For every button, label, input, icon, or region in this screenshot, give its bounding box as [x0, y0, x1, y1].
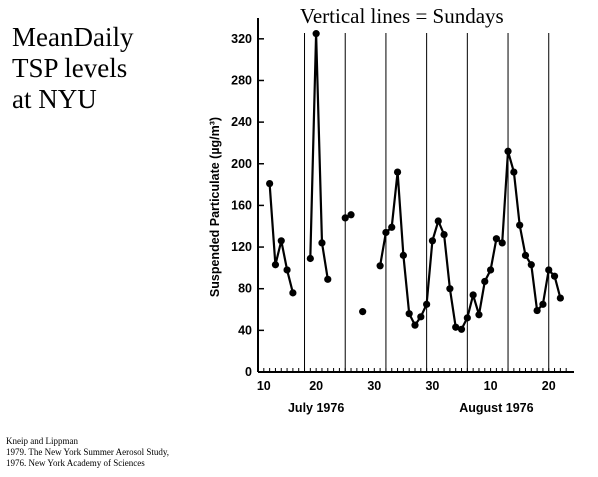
data-point [423, 300, 431, 308]
data-point [463, 314, 471, 322]
data-point [318, 239, 326, 247]
data-point [271, 261, 280, 269]
series-line [309, 33, 329, 280]
data-point [469, 291, 477, 299]
y-tick-label: 240 [231, 115, 252, 129]
y-tick-label: 200 [231, 157, 252, 171]
data-point [359, 308, 367, 316]
data-point [347, 211, 355, 219]
month-label: July 1976 [288, 401, 344, 415]
data-point [388, 223, 396, 231]
data-point [510, 168, 518, 176]
y-tick-label: 280 [231, 73, 252, 87]
data-point [498, 239, 506, 247]
data-point [527, 261, 535, 269]
x-tick-label: 20 [309, 379, 323, 393]
data-point [457, 325, 466, 333]
data-point [341, 214, 349, 222]
data-point [492, 235, 501, 243]
data-point [428, 237, 437, 245]
data-point [312, 30, 320, 38]
title-line-3: at NYU [12, 84, 97, 114]
source-line-2: 1979. The New York Summer Aerosol Study, [6, 447, 170, 457]
plot-area: 0408012016020024028032010203030102030Jul… [208, 18, 574, 415]
data-point [411, 321, 419, 329]
x-tick-label: 30 [367, 379, 381, 393]
data-point [516, 221, 524, 229]
source-line-3: 1976. New York Academy of Sciences [6, 458, 145, 468]
y-tick-label: 40 [238, 323, 252, 337]
data-point [556, 294, 564, 302]
data-point [277, 237, 285, 245]
month-label: August 1976 [459, 401, 533, 415]
y-axis-label: Suspended Particulate (µg/m³) [208, 117, 222, 297]
source-citation: Kneip and Lippman 1979. The New York Sum… [6, 436, 169, 469]
data-point [446, 285, 454, 293]
x-tick-label: 10 [484, 379, 498, 393]
series-line [379, 150, 562, 331]
data-point [504, 147, 512, 155]
y-tick-label: 80 [238, 282, 252, 296]
data-point [289, 289, 297, 297]
data-point [475, 311, 483, 319]
title-line-2: TSP levels [12, 53, 128, 83]
data-point [533, 306, 541, 315]
x-tick-label: 30 [425, 379, 439, 393]
data-point [440, 230, 448, 239]
data-point [434, 217, 442, 225]
x-tick-label: 20 [542, 379, 556, 393]
data-point [486, 266, 495, 274]
data-point [481, 277, 489, 286]
x-tick-label: 10 [257, 379, 271, 393]
y-tick-label: 0 [245, 365, 252, 379]
data-point [376, 262, 384, 270]
data-point [452, 323, 460, 331]
data-point [417, 313, 425, 321]
data-point [283, 266, 291, 274]
data-point [521, 251, 530, 259]
data-point [539, 300, 547, 308]
data-point [266, 179, 274, 188]
y-tick-label: 320 [231, 32, 252, 46]
y-tick-label: 120 [231, 240, 252, 254]
data-point [382, 228, 390, 237]
y-tick-label: 160 [231, 198, 252, 212]
chart-title: MeanDaily TSP levels at NYU [12, 22, 182, 115]
data-point [399, 251, 407, 259]
sunday-annotation: Vertical lines = Sundays [300, 4, 504, 28]
source-line-1: Kneip and Lippman [6, 436, 78, 446]
data-point [324, 275, 332, 283]
title-line-1: MeanDaily [12, 22, 134, 52]
data-point [393, 168, 402, 176]
data-point [306, 254, 314, 263]
data-point [545, 266, 553, 274]
data-point [405, 310, 413, 318]
data-point [550, 272, 559, 280]
